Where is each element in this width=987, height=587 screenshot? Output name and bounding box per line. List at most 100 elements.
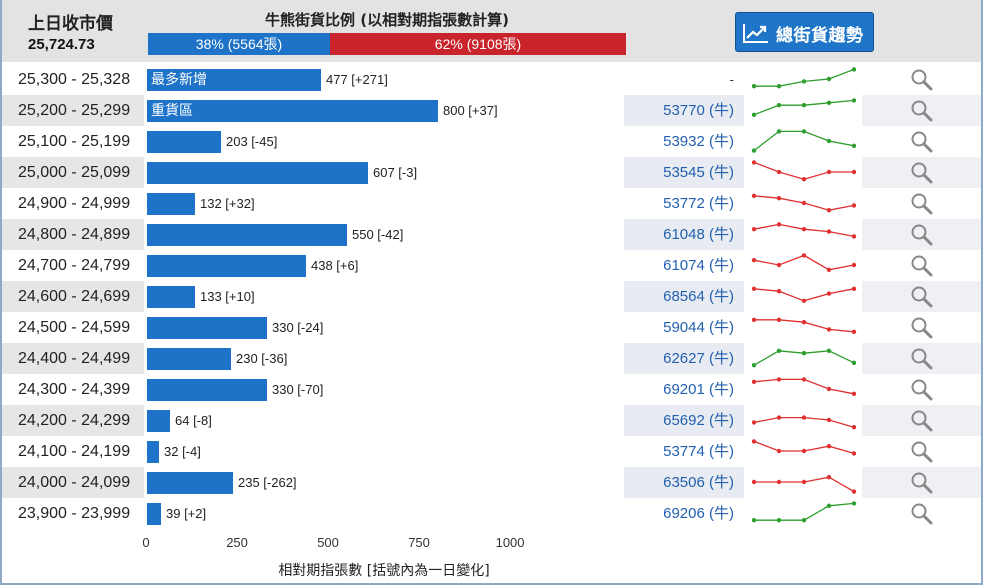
distribution-table: 25,300 - 25,328 最多新增 477 [+271] -25,200 - 2…: [2, 64, 981, 529]
price-range-label: 23,900 - 23,999: [18, 505, 131, 522]
sparkline: [744, 64, 862, 95]
table-row: 25,000 - 25,099 607 [-3] 53545 (牛): [2, 157, 981, 188]
table-row: 24,400 - 24,499 230 [-36] 62627 (牛): [2, 343, 981, 374]
x-tick-label: 0: [142, 535, 150, 550]
bar[interactable]: [147, 379, 267, 401]
magnifier-icon[interactable]: [910, 472, 934, 494]
bar[interactable]: [147, 193, 195, 215]
strike-link[interactable]: 53545 (牛): [624, 157, 744, 188]
bar-value-label: 550 [-42]: [352, 227, 404, 242]
magnifier-icon[interactable]: [910, 379, 934, 401]
bar[interactable]: [147, 69, 321, 91]
bar[interactable]: [147, 317, 267, 339]
line-chart-icon: [743, 24, 768, 43]
zoom-cell: [862, 374, 981, 405]
bar[interactable]: [147, 472, 233, 494]
magnifier-icon[interactable]: [910, 348, 934, 370]
bar-cell: 607 [-3]: [144, 157, 624, 188]
bar[interactable]: [147, 162, 368, 184]
bar[interactable]: [147, 410, 170, 432]
bar-cell: 32 [-4]: [144, 436, 624, 467]
bar-value-label: 235 [-262]: [238, 475, 297, 490]
header-bar: 上日收市價 25,724.73 牛熊街貨比例 (以相對期指張數計算) 38% (…: [2, 0, 981, 62]
bar[interactable]: [147, 286, 195, 308]
bar[interactable]: [147, 348, 231, 370]
strike-link[interactable]: 63506 (牛): [624, 467, 744, 498]
strike-link[interactable]: 53932 (牛): [624, 126, 744, 157]
table-row: 25,200 - 25,299 重貨區 800 [+37] 53770 (牛): [2, 95, 981, 126]
bar-cell: 39 [+2]: [144, 498, 624, 529]
magnifier-icon[interactable]: [910, 100, 934, 122]
price-range-label: 24,300 - 24,399: [18, 381, 131, 398]
zoom-cell: [862, 95, 981, 126]
price-range-label: 24,100 - 24,199: [18, 443, 131, 460]
sparkline: [744, 126, 862, 157]
magnifier-icon[interactable]: [910, 286, 934, 308]
strike-link[interactable]: 69206 (牛): [624, 498, 744, 529]
magnifier-icon[interactable]: [910, 410, 934, 432]
magnifier-icon[interactable]: [910, 441, 934, 463]
magnifier-icon[interactable]: [910, 503, 934, 525]
zoom-cell: [862, 467, 981, 498]
sparkline: [744, 312, 862, 343]
bull-ratio-bar: 38% (5564張): [148, 33, 330, 55]
total-trend-button[interactable]: 總街貨趨勢: [735, 12, 874, 52]
bar[interactable]: [147, 131, 221, 153]
bar-cell: 235 [-262]: [144, 467, 624, 498]
strike-link[interactable]: 65692 (牛): [624, 405, 744, 436]
magnifier-icon[interactable]: [910, 255, 934, 277]
sparkline: [744, 281, 862, 312]
bar-value-label: 32 [-4]: [164, 444, 201, 459]
magnifier-icon[interactable]: [910, 131, 934, 153]
magnifier-icon[interactable]: [910, 69, 934, 91]
strike-link[interactable]: 61048 (牛): [624, 219, 744, 250]
bar-value-label: 203 [-45]: [226, 134, 278, 149]
x-tick-label: 250: [226, 535, 248, 550]
prev-close-label: 上日收市價: [28, 14, 113, 34]
price-range-label: 25,300 - 25,328: [18, 71, 131, 88]
bar[interactable]: [147, 224, 347, 246]
bar-value-label: 477 [+271]: [326, 72, 388, 87]
price-range-label: 24,400 - 24,499: [2, 343, 144, 374]
x-tick-label: 750: [408, 535, 430, 550]
sparkline: [744, 219, 862, 250]
strike-link[interactable]: 59044 (牛): [624, 312, 744, 343]
zoom-cell: [862, 250, 981, 281]
sparkline: [744, 343, 862, 374]
strike-link[interactable]: 53772 (牛): [624, 188, 744, 219]
bar-value-label: 800 [+37]: [443, 103, 498, 118]
price-range-label: 24,900 - 24,999: [18, 195, 131, 212]
strike-link[interactable]: 69201 (牛): [624, 374, 744, 405]
bar-value-label: 64 [-8]: [175, 413, 212, 428]
ratio-title: 牛熊街貨比例 (以相對期指張數計算): [265, 11, 509, 29]
magnifier-icon[interactable]: [910, 224, 934, 246]
bar[interactable]: [147, 255, 306, 277]
bar-cell: 132 [+32]: [144, 188, 624, 219]
strike-link[interactable]: 53774 (牛): [624, 436, 744, 467]
bar-value-label: 230 [-36]: [236, 351, 288, 366]
bar-value-label: 438 [+6]: [311, 258, 359, 273]
bar[interactable]: [147, 441, 159, 463]
magnifier-icon[interactable]: [910, 162, 934, 184]
magnifier-icon[interactable]: [910, 193, 934, 215]
bar-value-label: 133 [+10]: [200, 289, 255, 304]
zoom-cell: [862, 188, 981, 219]
bar-value-label: 132 [+32]: [200, 196, 255, 211]
strike-link: -: [624, 64, 744, 95]
price-range-label: 24,600 - 24,699: [2, 281, 144, 312]
strike-link[interactable]: 61074 (牛): [624, 250, 744, 281]
price-range-label: 25,100 - 25,199: [18, 133, 131, 150]
bar-cell: 133 [+10]: [144, 281, 624, 312]
table-row: 24,700 - 24,799 438 [+6] 61074 (牛): [2, 250, 981, 281]
strike-link[interactable]: 68564 (牛): [624, 281, 744, 312]
zoom-cell: [862, 436, 981, 467]
bar[interactable]: [147, 100, 438, 122]
strike-link[interactable]: 62627 (牛): [624, 343, 744, 374]
sparkline: [744, 405, 862, 436]
strike-link[interactable]: 53770 (牛): [624, 95, 744, 126]
sparkline: [744, 95, 862, 126]
table-row: 24,100 - 24,199 32 [-4] 53774 (牛): [2, 436, 981, 467]
bar[interactable]: [147, 503, 161, 525]
magnifier-icon[interactable]: [910, 317, 934, 339]
